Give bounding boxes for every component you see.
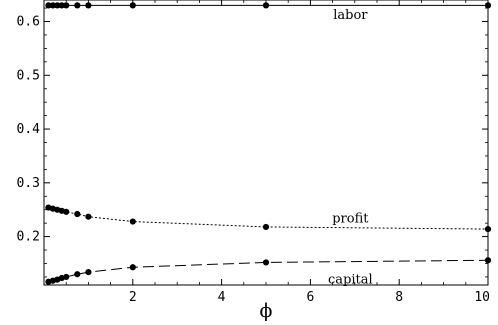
annotation-labor: labor xyxy=(333,8,368,23)
data-point-profit xyxy=(129,218,136,225)
data-point-labor xyxy=(262,2,270,9)
data-point-labor xyxy=(484,2,492,9)
x-tick-label: 4 xyxy=(218,290,226,305)
data-point-labor xyxy=(74,2,81,9)
data-point-labor xyxy=(54,2,61,9)
x-axis-ticks: 2 4 6 8 10 xyxy=(65,0,490,305)
annotation-profit: profit xyxy=(332,212,369,227)
series-lines xyxy=(47,4,489,283)
data-point-labor xyxy=(129,2,136,9)
data-point-capital xyxy=(74,271,81,278)
data-point-profit xyxy=(262,223,270,231)
x-tick-label: 10 xyxy=(474,290,490,305)
y-tick-label: 0.2 xyxy=(17,230,40,245)
data-point-profit xyxy=(85,213,92,220)
y-tick-label: 0.5 xyxy=(17,68,40,83)
data-point-labor xyxy=(63,2,70,9)
series-line-profit xyxy=(47,207,489,230)
y-tick-label: 0.3 xyxy=(17,176,40,191)
x-tick-label: 8 xyxy=(395,290,403,305)
annotation-capital: capital xyxy=(328,272,373,287)
series-points xyxy=(45,2,492,285)
plot-frame xyxy=(43,0,489,286)
data-point-capital xyxy=(85,268,92,276)
data-point-labor xyxy=(85,2,92,9)
y-axis-ticks: 0.2 0.3 0.4 0.5 0.6 xyxy=(17,7,488,278)
data-point-capital xyxy=(484,257,492,264)
data-point-capital xyxy=(63,273,70,281)
x-tick-label: 6 xyxy=(306,290,314,305)
data-point-labor xyxy=(45,2,52,9)
data-point-labor xyxy=(58,2,65,9)
y-tick-label: 0.4 xyxy=(17,122,41,137)
x-axis-label: ϕ xyxy=(260,300,273,322)
data-point-profit xyxy=(484,225,492,233)
data-point-capital xyxy=(262,259,270,266)
data-point-labor xyxy=(49,2,56,9)
data-point-profit xyxy=(74,210,81,218)
data-point-profit xyxy=(63,208,70,215)
y-tick-label: 0.6 xyxy=(17,15,40,30)
x-tick-label: 2 xyxy=(129,290,137,305)
series-annotations: labor profit capital xyxy=(328,8,373,288)
data-point-capital xyxy=(129,264,136,271)
